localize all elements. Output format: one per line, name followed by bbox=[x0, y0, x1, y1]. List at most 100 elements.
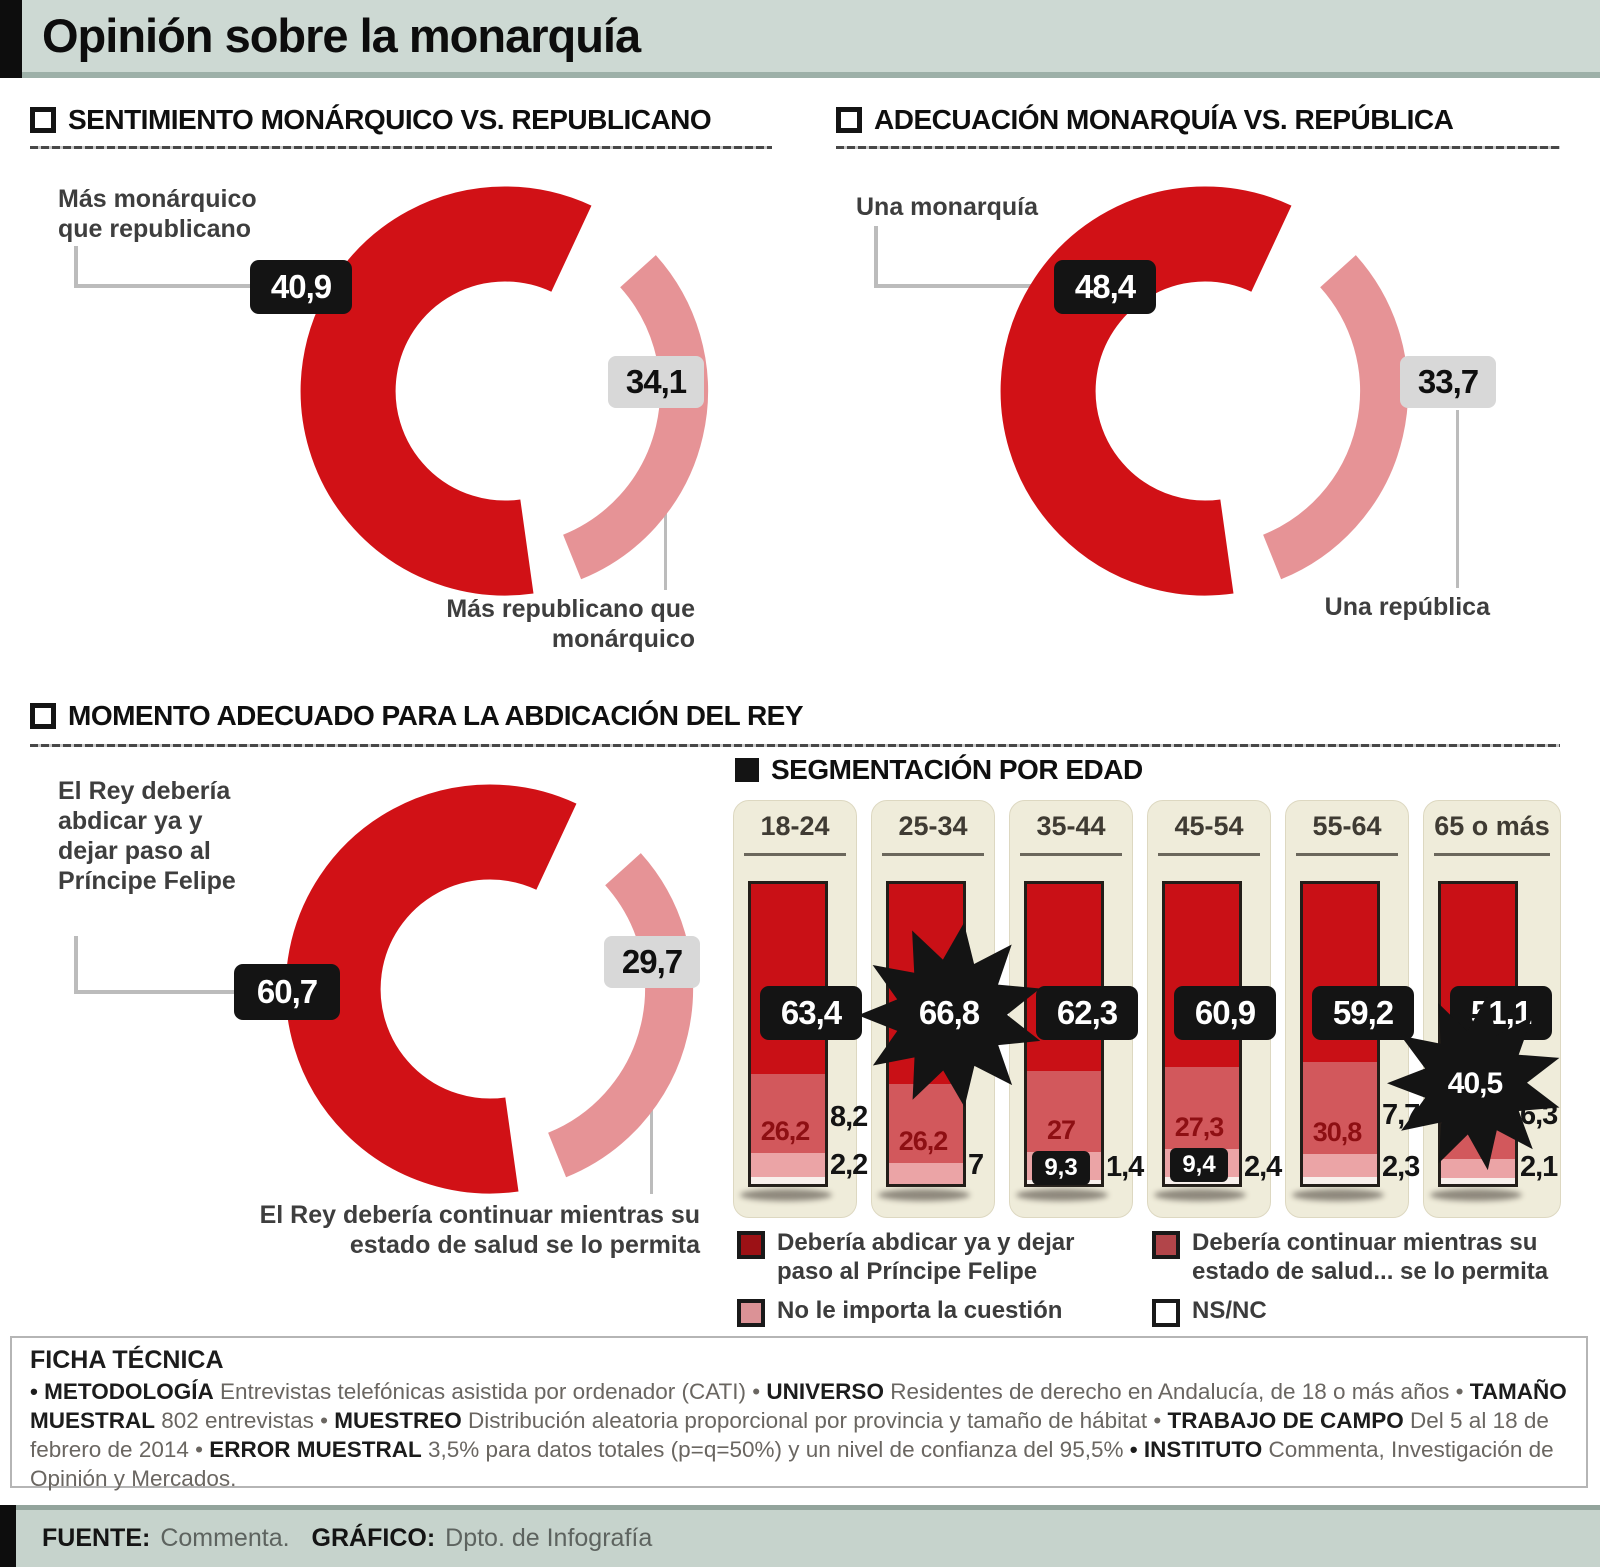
donut3-label-continuar: El Rey debería continuar mientras su est… bbox=[259, 1201, 700, 1259]
ficha-term: TAMAÑO MUESTRAL bbox=[30, 1379, 1567, 1433]
bar-value-chip: 63,4 bbox=[760, 986, 862, 1040]
age-group-underline bbox=[744, 853, 846, 856]
footer-band bbox=[0, 1510, 1600, 1567]
side-value-label: 2,2 bbox=[830, 1149, 868, 1181]
age-group-underline bbox=[1158, 853, 1260, 856]
bar-segment bbox=[889, 1084, 963, 1163]
legend-label: Debería continuar mientras su estado de … bbox=[1192, 1229, 1549, 1285]
source-label: FUENTE: bbox=[42, 1524, 151, 1552]
bar-shadow bbox=[1292, 1189, 1384, 1201]
section-title-sentimiento: SENTIMIENTO MONÁRQUICO VS. REPUBLICANO bbox=[30, 104, 712, 136]
legend-swatch-nsnc bbox=[1152, 1299, 1180, 1327]
side-value-label: 2,1 bbox=[1520, 1151, 1558, 1183]
age-group-label: 65 o más bbox=[1434, 811, 1550, 841]
ficha-term: UNIVERSO bbox=[766, 1379, 884, 1404]
footer-left-bar bbox=[0, 1505, 16, 1567]
section-rule bbox=[30, 146, 772, 149]
legend-swatch-no-importa bbox=[737, 1299, 765, 1327]
bar-value-chip: 60,9 bbox=[1174, 986, 1276, 1040]
starburst-icon bbox=[1387, 995, 1560, 1171]
donut2-value-republica: 33,7 bbox=[1400, 356, 1496, 408]
donut1-label-monarquico: Más monárquico que republicano bbox=[58, 185, 257, 243]
connector-line bbox=[1456, 410, 1459, 588]
bar-shadow bbox=[1154, 1189, 1246, 1201]
connector-line bbox=[874, 226, 878, 288]
age-column: 25-34 66,8 26,2 7 bbox=[858, 800, 1041, 1218]
filled-square-icon bbox=[735, 758, 759, 782]
age-group-label: 45-54 bbox=[1174, 811, 1244, 841]
mid-segment-value: 30,8 bbox=[1312, 1117, 1363, 1147]
age-column: 65 o más 51,1 40,5 6,3 2,1 bbox=[1387, 800, 1561, 1218]
section-title-segmentacion: SEGMENTACIÓN POR EDAD bbox=[735, 754, 1143, 786]
ficha-text: • METODOLOGÍA Entrevistas telefónicas as… bbox=[30, 1379, 1567, 1491]
section-title-text: SENTIMIENTO MONÁRQUICO VS. REPUBLICANO bbox=[68, 104, 712, 135]
ficha-term: • METODOLOGÍA bbox=[30, 1379, 214, 1404]
age-group-label: 35-44 bbox=[1036, 811, 1106, 841]
age-group-underline bbox=[1296, 853, 1398, 856]
side-value-label: 1,4 bbox=[1106, 1151, 1144, 1183]
connector-line bbox=[874, 284, 1056, 288]
mid-segment-value: 27,3 bbox=[1174, 1112, 1225, 1142]
age-group-underline bbox=[1020, 853, 1122, 856]
burst-value: 40,5 bbox=[1447, 1067, 1503, 1100]
legend-swatch-abdicar bbox=[737, 1231, 765, 1259]
donut2-label-republica: Una república bbox=[1324, 593, 1490, 621]
section-title-text: ADECUACIÓN MONARQUÍA VS. REPÚBLICA bbox=[874, 104, 1454, 135]
connector-line bbox=[74, 990, 236, 994]
section-title-adecuacion: ADECUACIÓN MONARQUÍA VS. REPÚBLICA bbox=[836, 104, 1454, 136]
legend-item-no-importa: No le importa la cuestión bbox=[737, 1296, 1137, 1327]
bar-segment bbox=[751, 1074, 825, 1153]
ficha-term: ERROR MUESTRAL bbox=[209, 1437, 422, 1462]
age-column: 18-24 63,4 26,2 8,2 2,2 bbox=[733, 800, 868, 1218]
footer-divider bbox=[0, 1505, 1600, 1510]
ficha-term: TRABAJO DE CAMPO bbox=[1167, 1408, 1404, 1433]
donut1-label-republicano: Más republicano que monárquico bbox=[446, 595, 695, 653]
checkbox-icon bbox=[30, 703, 56, 729]
donut2-label-monarquia: Una monarquía bbox=[856, 193, 1038, 221]
graphic-label: GRÁFICO: bbox=[311, 1524, 436, 1552]
source-value: Commenta. bbox=[160, 1524, 290, 1552]
donut-chart bbox=[300, 186, 709, 596]
bar-segment bbox=[1027, 1070, 1101, 1152]
donut-chart bbox=[285, 784, 694, 1194]
mid-segment-value: 26,2 bbox=[898, 1126, 949, 1156]
header-band bbox=[0, 0, 1600, 78]
small-value-chip: 9,3 bbox=[1032, 1151, 1090, 1185]
connector-line bbox=[74, 246, 78, 288]
age-column: 55-64 59,2 30,8 7,7 2,3 bbox=[1285, 800, 1420, 1218]
bar-segment bbox=[1441, 1177, 1515, 1184]
bar-shadow bbox=[1430, 1189, 1522, 1201]
small-value-chip: 9,4 bbox=[1170, 1148, 1228, 1182]
donut3-value-abdicar: 60,7 bbox=[234, 964, 340, 1020]
ficha-tecnica-box: FICHA TÉCNICA • METODOLOGÍA Entrevistas … bbox=[10, 1336, 1588, 1491]
bar-shadow bbox=[878, 1189, 970, 1201]
donut-chart bbox=[1000, 186, 1409, 596]
footer-credits: FUENTE: Commenta. GRÁFICO: Dpto. de Info… bbox=[42, 1510, 652, 1567]
bar-value-chip: 66,8 bbox=[898, 986, 1000, 1040]
section-title-text: MOMENTO ADECUADO PARA LA ABDICACIÓN DEL … bbox=[68, 700, 804, 731]
section-rule bbox=[30, 744, 1560, 747]
donut1-value-republicano: 34,1 bbox=[608, 356, 704, 408]
connector-line bbox=[74, 936, 78, 994]
age-group-underline bbox=[882, 853, 984, 856]
bar-segment bbox=[1303, 1153, 1377, 1178]
legend-label: No le importa la cuestión bbox=[777, 1297, 1063, 1324]
ficha-term: • INSTITUTO bbox=[1129, 1437, 1263, 1462]
legend-item-abdicar: Debería abdicar ya y dejar paso al Prínc… bbox=[737, 1228, 1137, 1286]
page-title: Opinión sobre la monarquía bbox=[42, 9, 641, 62]
bar-segment bbox=[751, 884, 825, 1075]
section-title-text: SEGMENTACIÓN POR EDAD bbox=[771, 754, 1143, 785]
bar-segment bbox=[889, 1162, 963, 1184]
legend-item-continuar: Debería continuar mientras su estado de … bbox=[1152, 1228, 1582, 1286]
side-value-label: 2,4 bbox=[1244, 1151, 1282, 1183]
legend-swatch-continuar bbox=[1152, 1231, 1180, 1259]
age-group-label: 18-24 bbox=[760, 811, 830, 841]
bar-segment bbox=[751, 1152, 825, 1178]
age-column: 35-44 62,3 27 9,3 1,4 bbox=[1009, 800, 1144, 1218]
age-group-underline bbox=[1434, 853, 1550, 856]
donut3-value-continuar: 29,7 bbox=[604, 936, 700, 988]
legend-label: Debería abdicar ya y dejar paso al Prínc… bbox=[777, 1229, 1075, 1285]
bar-segment bbox=[1303, 1177, 1377, 1184]
bar-segment bbox=[1303, 1061, 1377, 1154]
